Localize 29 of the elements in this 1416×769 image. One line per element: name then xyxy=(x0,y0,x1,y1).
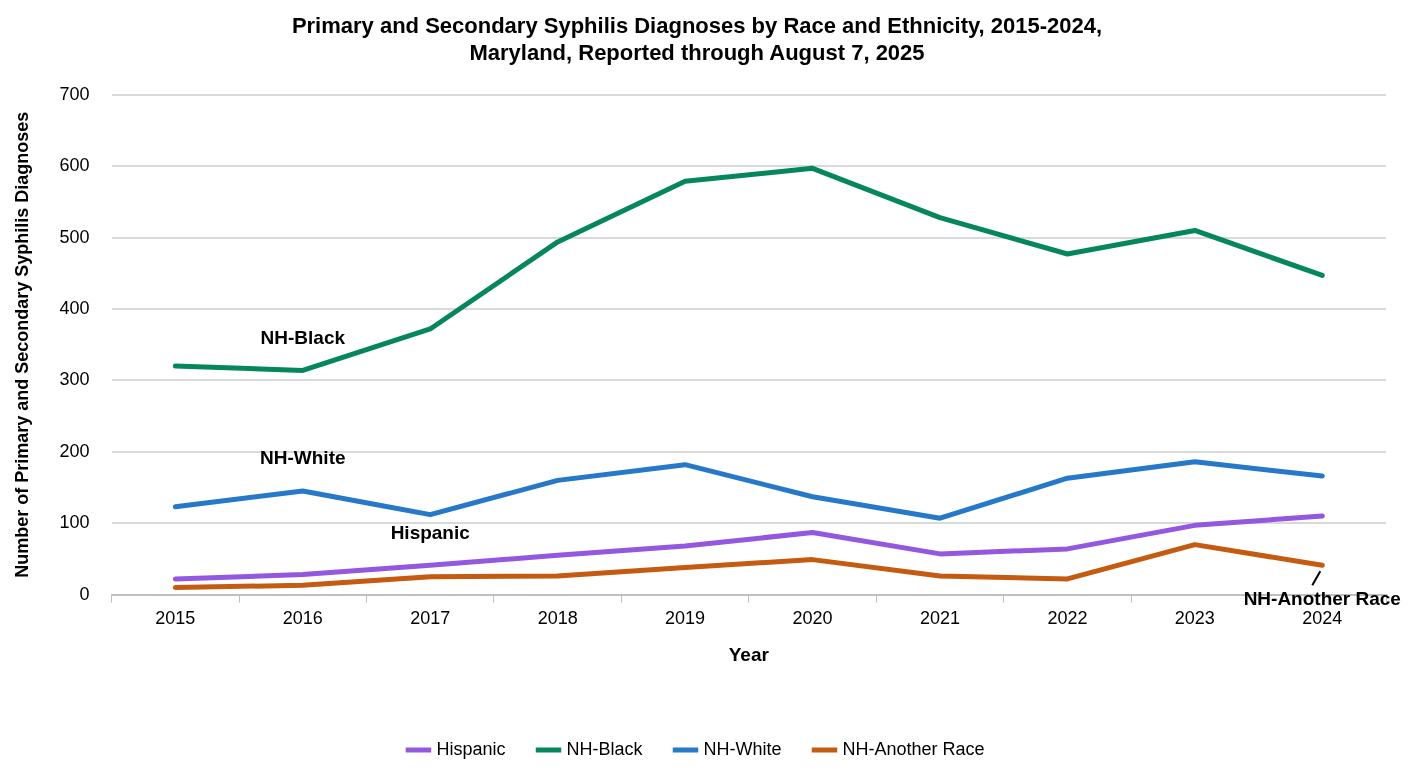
legend-label: NH-Another Race xyxy=(842,738,985,759)
annotation: NH-Another Race xyxy=(1243,587,1401,609)
y-tick-label: 700 xyxy=(59,83,90,104)
legend-label: NH-White xyxy=(703,738,782,759)
x-tick-label: 2019 xyxy=(665,608,706,629)
annotation: NH-White xyxy=(260,447,346,469)
y-tick-label: 0 xyxy=(79,583,90,604)
y-tick-label: 400 xyxy=(59,297,90,318)
legend-label: Hispanic xyxy=(436,738,506,759)
y-tick-label: 300 xyxy=(59,369,90,390)
x-tick-label: 2023 xyxy=(1174,608,1215,629)
annotation: Hispanic xyxy=(390,521,471,543)
x-tick-label: 2016 xyxy=(282,608,323,629)
x-tick-label: 2024 xyxy=(1302,608,1343,629)
chart-title: Primary and Secondary Syphilis Diagnoses by Race and Ethnicity, 2015-2024, Maryland, Reported through August 7, 2025 xyxy=(291,13,1103,65)
y-tick-label: 200 xyxy=(59,440,90,461)
legend-label: NH-Black xyxy=(566,738,644,759)
y-tick-label: 500 xyxy=(59,226,90,247)
x-tick-label: 2017 xyxy=(410,608,451,629)
x-tick-label: 2021 xyxy=(919,608,960,629)
x-tick-label: 2015 xyxy=(155,608,196,629)
x-axis-title: Year xyxy=(728,643,770,665)
y-tick-label: 600 xyxy=(59,155,90,176)
y-axis-title: Number of Primary and Secondary Syphilis Diagnoses xyxy=(11,111,32,578)
x-tick-label: 2020 xyxy=(792,608,833,629)
x-tick-label: 2022 xyxy=(1047,608,1088,629)
y-tick-label: 100 xyxy=(59,512,90,533)
annotation: NH-Black xyxy=(260,326,346,348)
x-tick-label: 2018 xyxy=(537,608,578,629)
